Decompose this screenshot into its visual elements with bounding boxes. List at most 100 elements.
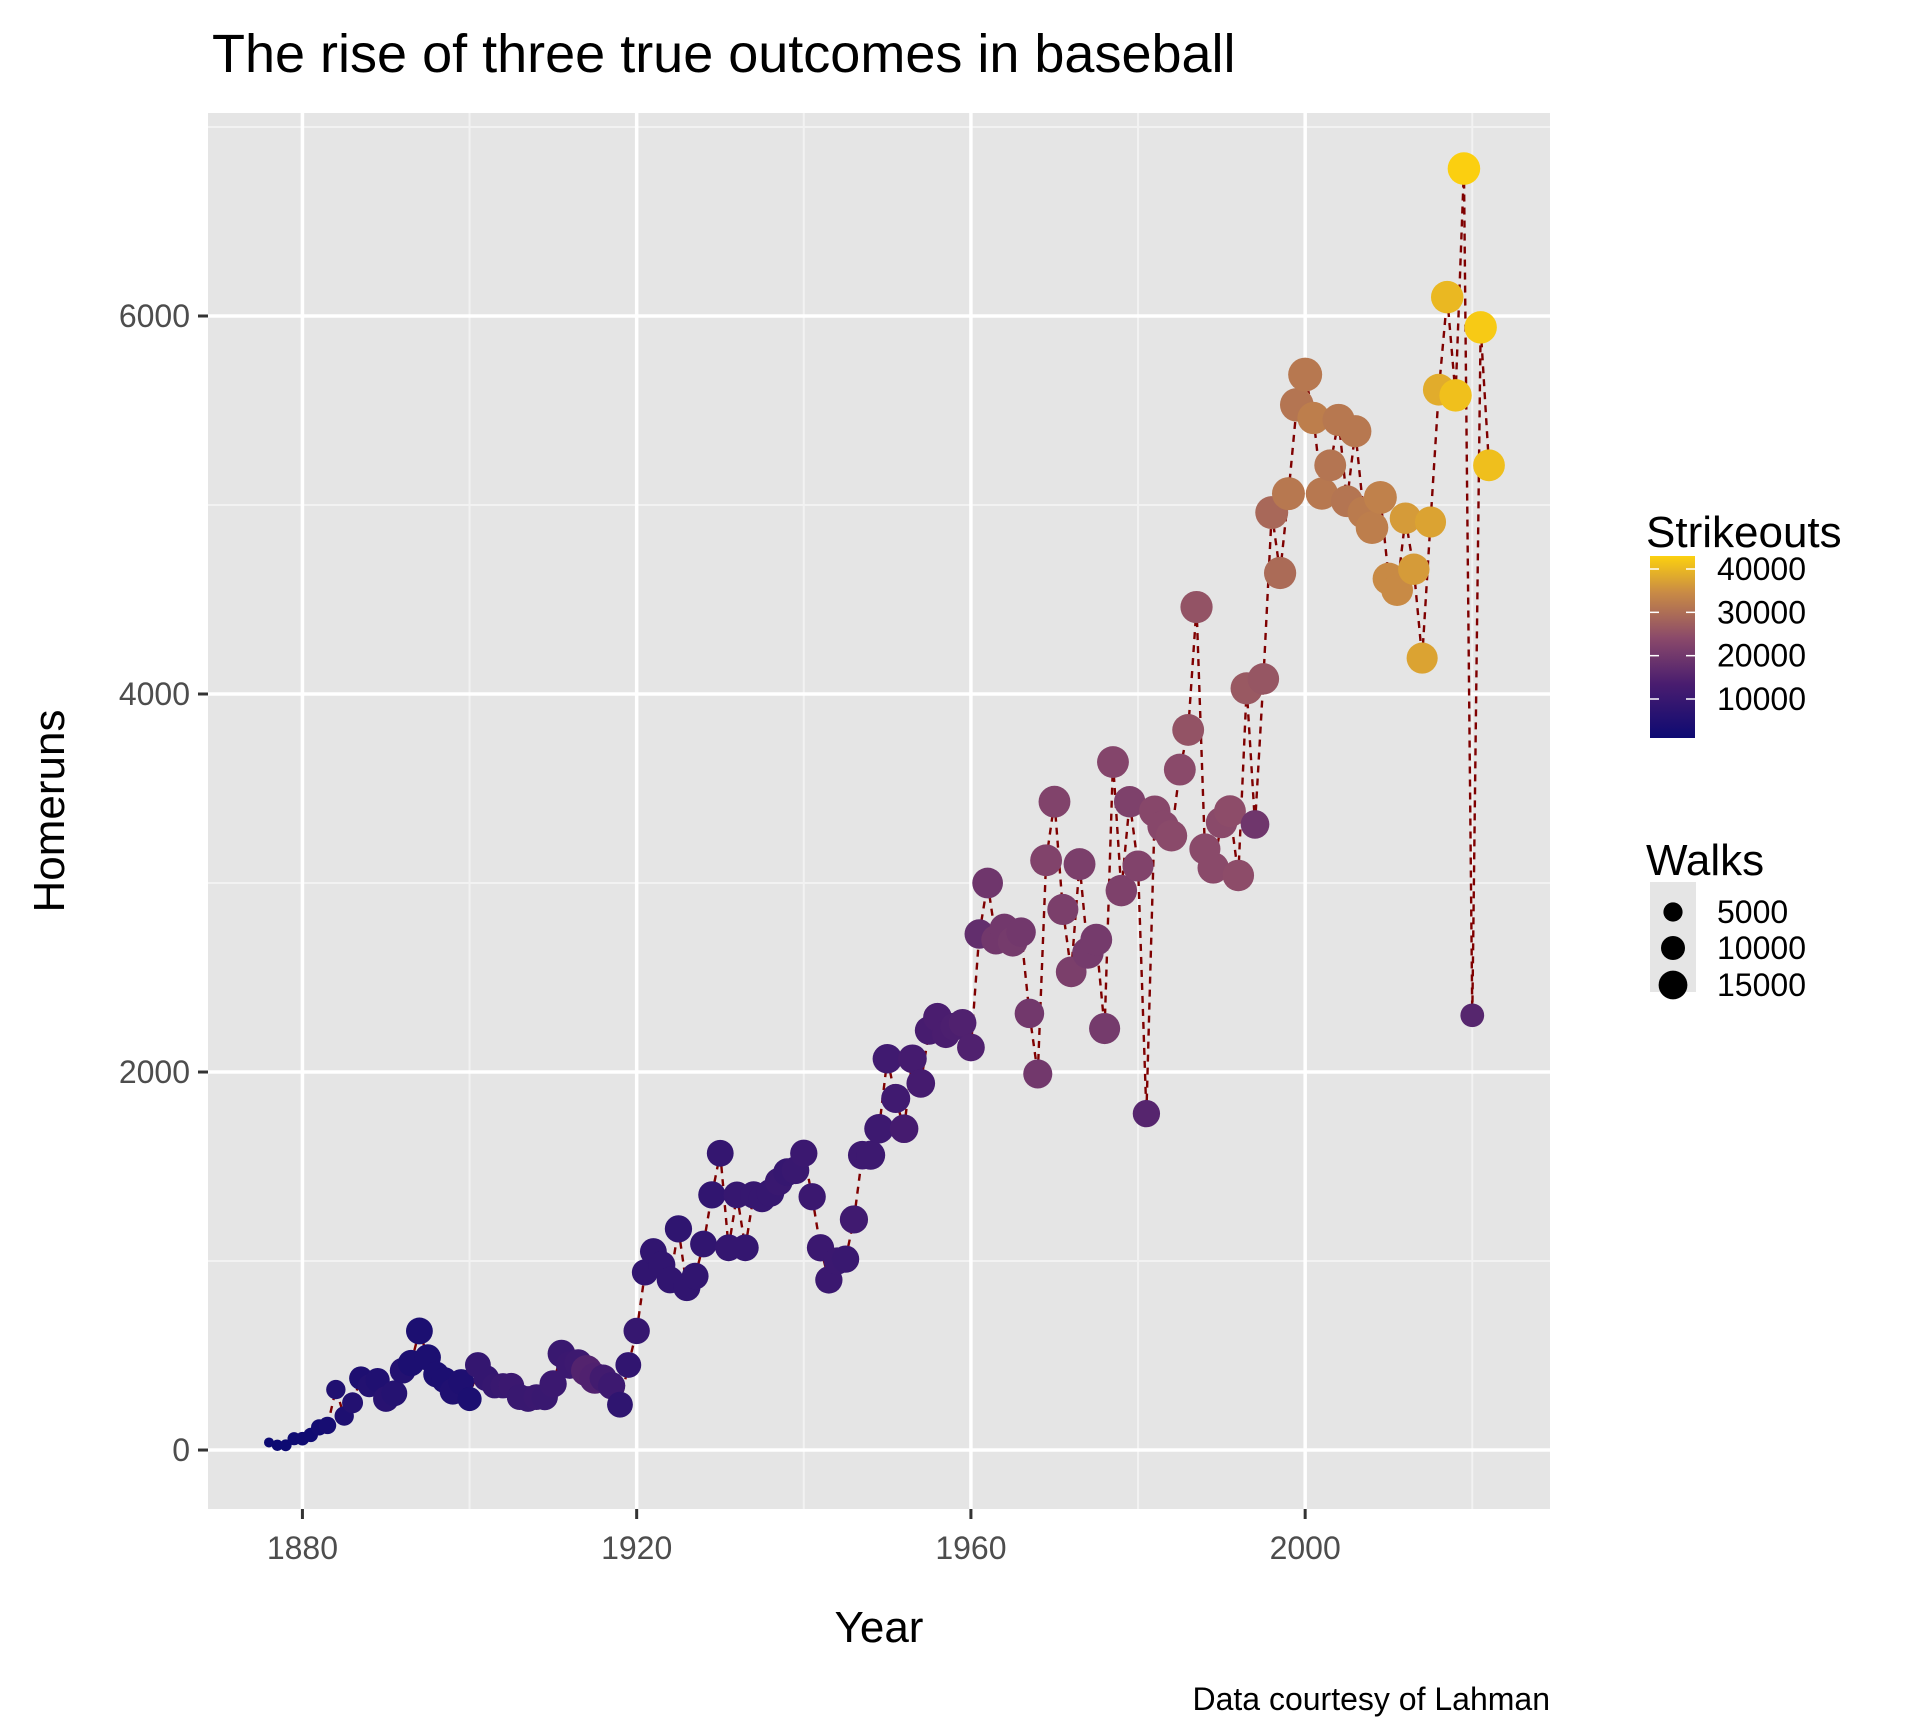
x-tick-label: 2000 xyxy=(1270,1530,1341,1566)
data-point xyxy=(690,1230,717,1258)
chart-title: The rise of three true outcomes in baseb… xyxy=(212,24,1236,84)
data-point xyxy=(1464,311,1497,344)
data-point xyxy=(1414,506,1447,538)
data-point xyxy=(607,1391,633,1418)
x-tick-label: 1960 xyxy=(935,1530,1006,1566)
data-point xyxy=(1314,449,1347,482)
size-key-circle xyxy=(1661,936,1685,960)
line-segment xyxy=(719,1153,730,1248)
data-point xyxy=(539,1370,567,1398)
data-point xyxy=(872,1044,903,1074)
size-key-circle xyxy=(1663,902,1683,922)
data-point xyxy=(1305,477,1338,510)
data-point xyxy=(839,1205,869,1234)
line-segment xyxy=(1262,512,1273,679)
data-point xyxy=(1240,810,1270,839)
colorbar xyxy=(1650,556,1695,738)
data-point xyxy=(1063,848,1096,881)
data-point xyxy=(1398,553,1430,586)
data-point xyxy=(1097,746,1129,778)
caption: Data courtesy of Lahman xyxy=(1192,1681,1550,1717)
color-legend-title: Strikeouts xyxy=(1646,508,1842,557)
line-segment xyxy=(1429,389,1441,523)
x-tick-label: 1920 xyxy=(601,1530,672,1566)
data-point xyxy=(1014,998,1045,1029)
data-point xyxy=(615,1352,642,1378)
data-point xyxy=(326,1379,346,1400)
data-point xyxy=(1113,785,1146,818)
size-legend-title: Walks xyxy=(1646,836,1764,885)
data-point xyxy=(664,1215,693,1243)
data-point xyxy=(1247,663,1280,695)
line-segment xyxy=(635,1272,647,1332)
data-point xyxy=(1172,713,1205,746)
line-segment xyxy=(1253,678,1265,825)
data-point xyxy=(681,1262,709,1290)
colorbar-label: 40000 xyxy=(1717,551,1806,587)
line-segment xyxy=(1245,688,1257,825)
x-axis: 1880 1920 1960 2000 xyxy=(267,1509,1341,1566)
line-segment xyxy=(1145,811,1156,1114)
data-point xyxy=(1271,477,1305,511)
data-point xyxy=(1122,850,1154,882)
data-point xyxy=(271,1439,283,1451)
data-points xyxy=(264,152,1505,1452)
data-point xyxy=(1389,502,1422,534)
data-point xyxy=(264,1437,274,1448)
data-point xyxy=(381,1380,408,1407)
colorbar-label: 10000 xyxy=(1717,681,1806,717)
line-segment xyxy=(1044,801,1056,861)
colorbar-ticks: 10000 20000 30000 40000 xyxy=(1650,551,1806,717)
plot-panel xyxy=(208,113,1550,1509)
data-point xyxy=(405,1317,433,1345)
data-point xyxy=(1406,642,1438,674)
data-point xyxy=(1047,893,1079,926)
line-segment xyxy=(1028,1013,1039,1075)
size-key-label: 5000 xyxy=(1717,894,1788,930)
data-point xyxy=(948,1008,977,1037)
data-point xyxy=(856,1140,886,1170)
data-point xyxy=(957,1033,985,1062)
colorbar-label: 20000 xyxy=(1717,638,1806,674)
data-point xyxy=(342,1392,364,1414)
data-point xyxy=(1222,859,1255,892)
data-point xyxy=(790,1139,818,1167)
data-point xyxy=(1363,480,1397,514)
data-point xyxy=(1473,449,1505,482)
data-point xyxy=(1339,415,1372,448)
line-segment xyxy=(677,1228,688,1288)
y-tick-label: 0 xyxy=(172,1432,190,1468)
data-point xyxy=(1263,556,1297,590)
data-point xyxy=(1132,1099,1161,1128)
colorbar-label: 30000 xyxy=(1717,594,1806,630)
color-legend: Strikeouts 10000 20000 30000 40000 xyxy=(1646,508,1842,738)
data-point xyxy=(1105,874,1138,907)
x-axis-title: Year xyxy=(835,1603,924,1652)
line-segment xyxy=(1237,688,1248,876)
data-point xyxy=(1163,753,1196,786)
y-axis: 0 2000 4000 6000 xyxy=(119,298,208,1468)
data-point xyxy=(318,1416,337,1435)
data-point xyxy=(1080,923,1113,956)
data-point xyxy=(1038,785,1071,818)
data-point xyxy=(889,1114,919,1144)
data-point xyxy=(831,1245,860,1273)
line-segment xyxy=(1136,865,1148,1114)
data-point xyxy=(706,1139,734,1167)
line-segment xyxy=(1446,296,1457,396)
line-segment xyxy=(1479,327,1491,466)
data-point xyxy=(1180,590,1213,624)
data-point xyxy=(1155,820,1188,852)
data-point xyxy=(1089,1012,1121,1045)
line-segment xyxy=(1111,761,1123,891)
data-point xyxy=(1355,511,1389,544)
line-segment xyxy=(1471,327,1482,1016)
data-point xyxy=(881,1083,911,1114)
data-point xyxy=(1439,379,1472,412)
data-point xyxy=(1288,357,1323,392)
data-point xyxy=(1197,852,1229,884)
data-point xyxy=(1214,795,1246,828)
data-point xyxy=(864,1113,894,1144)
